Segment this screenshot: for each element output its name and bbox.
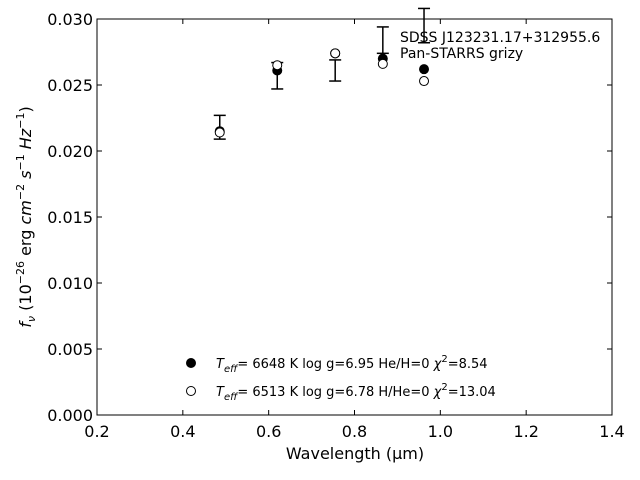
y-tick-label: 0.015 [47, 208, 93, 227]
y-tick-label: 0.005 [47, 340, 93, 359]
legend-1-rest: = 6648 K log g=6.95 He/H=0 [237, 357, 433, 372]
legend-2-t: T [216, 385, 225, 400]
point-open-model [214, 127, 225, 138]
y-axis-nu: ν [25, 316, 38, 322]
x-tick-label: 0.4 [170, 422, 195, 441]
point-open-model [272, 60, 283, 71]
y-tick-label: 0.030 [47, 10, 93, 29]
legend-1-t: T [216, 357, 225, 372]
point-filled-model [419, 64, 430, 75]
legend-2-chi: χ [433, 385, 443, 400]
y-axis-erg: erg [16, 225, 35, 261]
y-axis-exp-2: −2 [14, 184, 27, 200]
point-open-model [419, 76, 430, 87]
y-axis-exp-26: −26 [14, 261, 27, 284]
axis-ticks: 0.2 0.4 0.6 0.8 1.0 1.2 1.4 0.000 0.005 0.010 0.01… [47, 10, 625, 441]
legend: Teff= 6648 K log g=6.95 He/H=0 χ2=8.54 T… [186, 354, 496, 403]
legend-label-1: Teff= 6648 K log g=6.95 He/H=0 χ2=8.54 [216, 354, 488, 375]
y-tick-label: 0.025 [47, 76, 93, 95]
y-tick-label: 0.000 [47, 406, 93, 425]
x-axis-title: Wavelength (μm) [286, 444, 424, 463]
legend-label-2: Teff= 6513 K log g=6.78 H/He=0 χ2=13.04 [216, 382, 496, 403]
point-open-model [330, 48, 341, 59]
legend-2-val: =13.04 [448, 385, 496, 400]
y-axis-open: (10 [16, 284, 35, 316]
x-tick-label: 0.2 [84, 422, 109, 441]
x-tick-label: 0.6 [256, 422, 281, 441]
legend-1-chi: χ [433, 357, 443, 372]
legend-1-sq: 2 [441, 354, 447, 365]
annotation-survey: Pan-STARRS grizy [400, 46, 523, 62]
y-axis-close: ) [16, 106, 35, 112]
y-axis-title: fν (10−26 erg cm−2 s−1 Hz−1) [14, 106, 38, 327]
x-tick-label: 1.4 [599, 422, 624, 441]
y-axis-cm: cm [16, 200, 35, 224]
legend-1-val: =8.54 [448, 357, 488, 372]
data-points [214, 48, 430, 138]
legend-marker-open [186, 386, 196, 396]
legend-2-sq: 2 [441, 382, 447, 393]
legend-2-eff: eff [224, 392, 239, 403]
legend-1-eff: eff [224, 364, 239, 375]
annotation-object-name: SDSS J123231.17+312955.6 [400, 30, 600, 46]
point-open-model [377, 58, 388, 69]
legend-marker-filled [186, 358, 196, 368]
y-axis-f: f [16, 320, 35, 328]
y-tick-label: 0.020 [47, 142, 93, 161]
x-tick-label: 1.0 [428, 422, 453, 441]
y-axis-s: s [16, 171, 35, 184]
x-tick-label: 1.2 [513, 422, 538, 441]
y-tick-label: 0.010 [47, 274, 93, 293]
y-axis-exp-1a: −1 [14, 154, 27, 170]
legend-2-rest: = 6513 K log g=6.78 H/He=0 [237, 385, 433, 400]
plot-area [96, 18, 613, 416]
x-tick-label: 0.8 [342, 422, 367, 441]
y-axis-exp-1b: −1 [14, 113, 27, 129]
y-axis-hz: Hz [16, 128, 35, 154]
